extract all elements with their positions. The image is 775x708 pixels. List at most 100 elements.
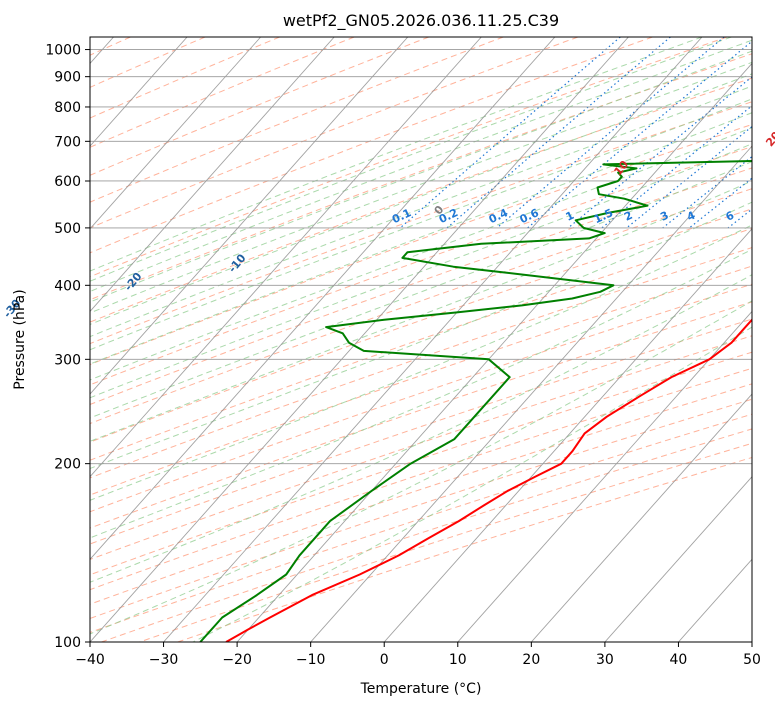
dewpoint-profile-line [199, 159, 752, 642]
x-tick-label: 30 [596, 652, 614, 668]
isotherm-line [604, 476, 752, 642]
dry-adiabat-line [90, 335, 752, 561]
dry-adiabat-label: -10 [226, 251, 249, 275]
mixing-ratio-label: 3 [658, 209, 670, 224]
mixing-ratio-label: 1 [564, 209, 576, 224]
y-tick-label: 700 [54, 134, 81, 150]
y-tick-label: 100 [54, 635, 81, 651]
y-tick-label: 1000 [45, 43, 81, 59]
dry-adiabat-line [90, 53, 752, 301]
dry-adiabat-line [90, 37, 728, 278]
dry-adiabat-line [90, 351, 752, 576]
isotherm-line [236, 62, 752, 642]
dry-adiabat-line [90, 265, 752, 496]
background-lines [90, 37, 752, 642]
x-tick-label: 50 [743, 652, 761, 668]
moist-adiabat-line [90, 201, 752, 470]
mixing-ratio-line [446, 37, 671, 229]
mixing-ratio-line [496, 37, 725, 229]
isotherm-line [90, 37, 188, 147]
isotherm-line [90, 37, 556, 561]
dry-adiabat-line [90, 77, 752, 323]
dry-adiabat-line [90, 283, 752, 513]
moist-adiabat-line [90, 37, 732, 282]
isotherm-line [90, 37, 482, 478]
isotherm-line [383, 228, 752, 642]
moist-adiabat-line [90, 224, 752, 501]
y-tick-label: 300 [54, 352, 81, 368]
x-tick-label: 20 [522, 652, 540, 668]
moist-adiabat-line [90, 180, 752, 442]
dry-adiabat-line [90, 208, 752, 443]
x-tick-label: 0 [380, 652, 389, 668]
y-axis-label: Pressure (hPa) [12, 289, 28, 389]
y-tick-label: 500 [54, 221, 81, 237]
mixing-ratio-label: 6 [724, 209, 737, 224]
dry-adiabat-line [90, 367, 752, 591]
data-lines [199, 159, 752, 642]
mixing-ratio-label: 0.4 [487, 206, 510, 226]
moist-adiabat-line [90, 248, 752, 539]
dry-adiabat-line [90, 247, 752, 479]
mixing-ratio-label: 0.1 [390, 206, 413, 226]
x-tick-label: −10 [296, 652, 326, 668]
dry-adiabat-line [90, 37, 579, 229]
isotherm-line [751, 641, 752, 642]
moist-adiabat-line [90, 39, 752, 293]
x-axis-label: Temperature (°C) [360, 681, 482, 697]
moist-adiabat-line [90, 85, 752, 338]
moist-adiabat-line [90, 161, 752, 419]
dry-adiabat-line [90, 101, 752, 345]
dry-adiabat-line [90, 37, 429, 176]
x-tick-label: 40 [670, 652, 688, 668]
dry-adiabat-line [90, 37, 355, 148]
moist-adiabat-line [90, 127, 752, 381]
moist-adiabat-line [90, 61, 752, 314]
plot-frame [89, 36, 753, 643]
x-tick-label: −20 [222, 652, 252, 668]
isotherm-line [90, 37, 262, 230]
moist-adiabat-line [90, 300, 752, 635]
moist-adiabat-line [90, 98, 752, 351]
y-tick-label: 400 [54, 278, 81, 294]
y-tick-label: 900 [54, 70, 81, 86]
mixing-ratio-label: 0.6 [518, 206, 541, 226]
mixing-ratio-label: 1.5 [592, 206, 615, 226]
moist-adiabat-line [90, 50, 752, 303]
moist-adiabat-line [90, 37, 703, 272]
moist-adiabat-line [90, 112, 752, 365]
chart-title: wetPf2_GN05.2026.036.11.25.C39 [283, 11, 559, 31]
y-axis: 100 200 300 400 500 600 700 800 900 1000 [45, 43, 90, 651]
dry-adiabat-line [90, 37, 206, 88]
y-tick-label: 600 [54, 174, 81, 190]
dry-adiabat-label: 10 [611, 158, 631, 178]
dry-adiabat-line [90, 227, 752, 461]
x-axis: −40 −30 −20 −10 0 10 20 30 40 50 [75, 642, 761, 668]
isotherm-line [530, 393, 752, 642]
y-tick-label: 200 [54, 457, 81, 473]
moist-adiabat-line [90, 143, 752, 399]
dry-adiabat-label: 20 [763, 129, 775, 149]
moist-adiabat-line [90, 274, 752, 583]
mixing-ratio-line [399, 37, 621, 229]
isotherm-line [90, 37, 335, 313]
mixing-ratio-label: 2 [622, 209, 634, 224]
x-tick-label: −30 [149, 652, 179, 668]
mixing-ratio-line [601, 104, 752, 229]
temperature-profile-line [225, 318, 752, 642]
dry-adiabat-line [139, 442, 752, 642]
mixing-ratio-line [688, 177, 752, 229]
dry-adiabat-line [90, 188, 752, 425]
dry-adiabat-line [90, 318, 752, 545]
isotherm-line [90, 37, 629, 642]
isotherm-line [457, 310, 752, 642]
isotherm-line [310, 145, 752, 642]
dry-adiabat-line [90, 167, 752, 405]
moist-adiabat-line [90, 73, 752, 326]
dry-adiabat-line [90, 301, 752, 529]
isotherm-line [90, 37, 409, 395]
dry-adiabat-line [90, 383, 752, 605]
dry-adiabat-line [90, 146, 752, 386]
grid [90, 37, 752, 642]
mixing-ratio-label: 4 [685, 209, 698, 224]
